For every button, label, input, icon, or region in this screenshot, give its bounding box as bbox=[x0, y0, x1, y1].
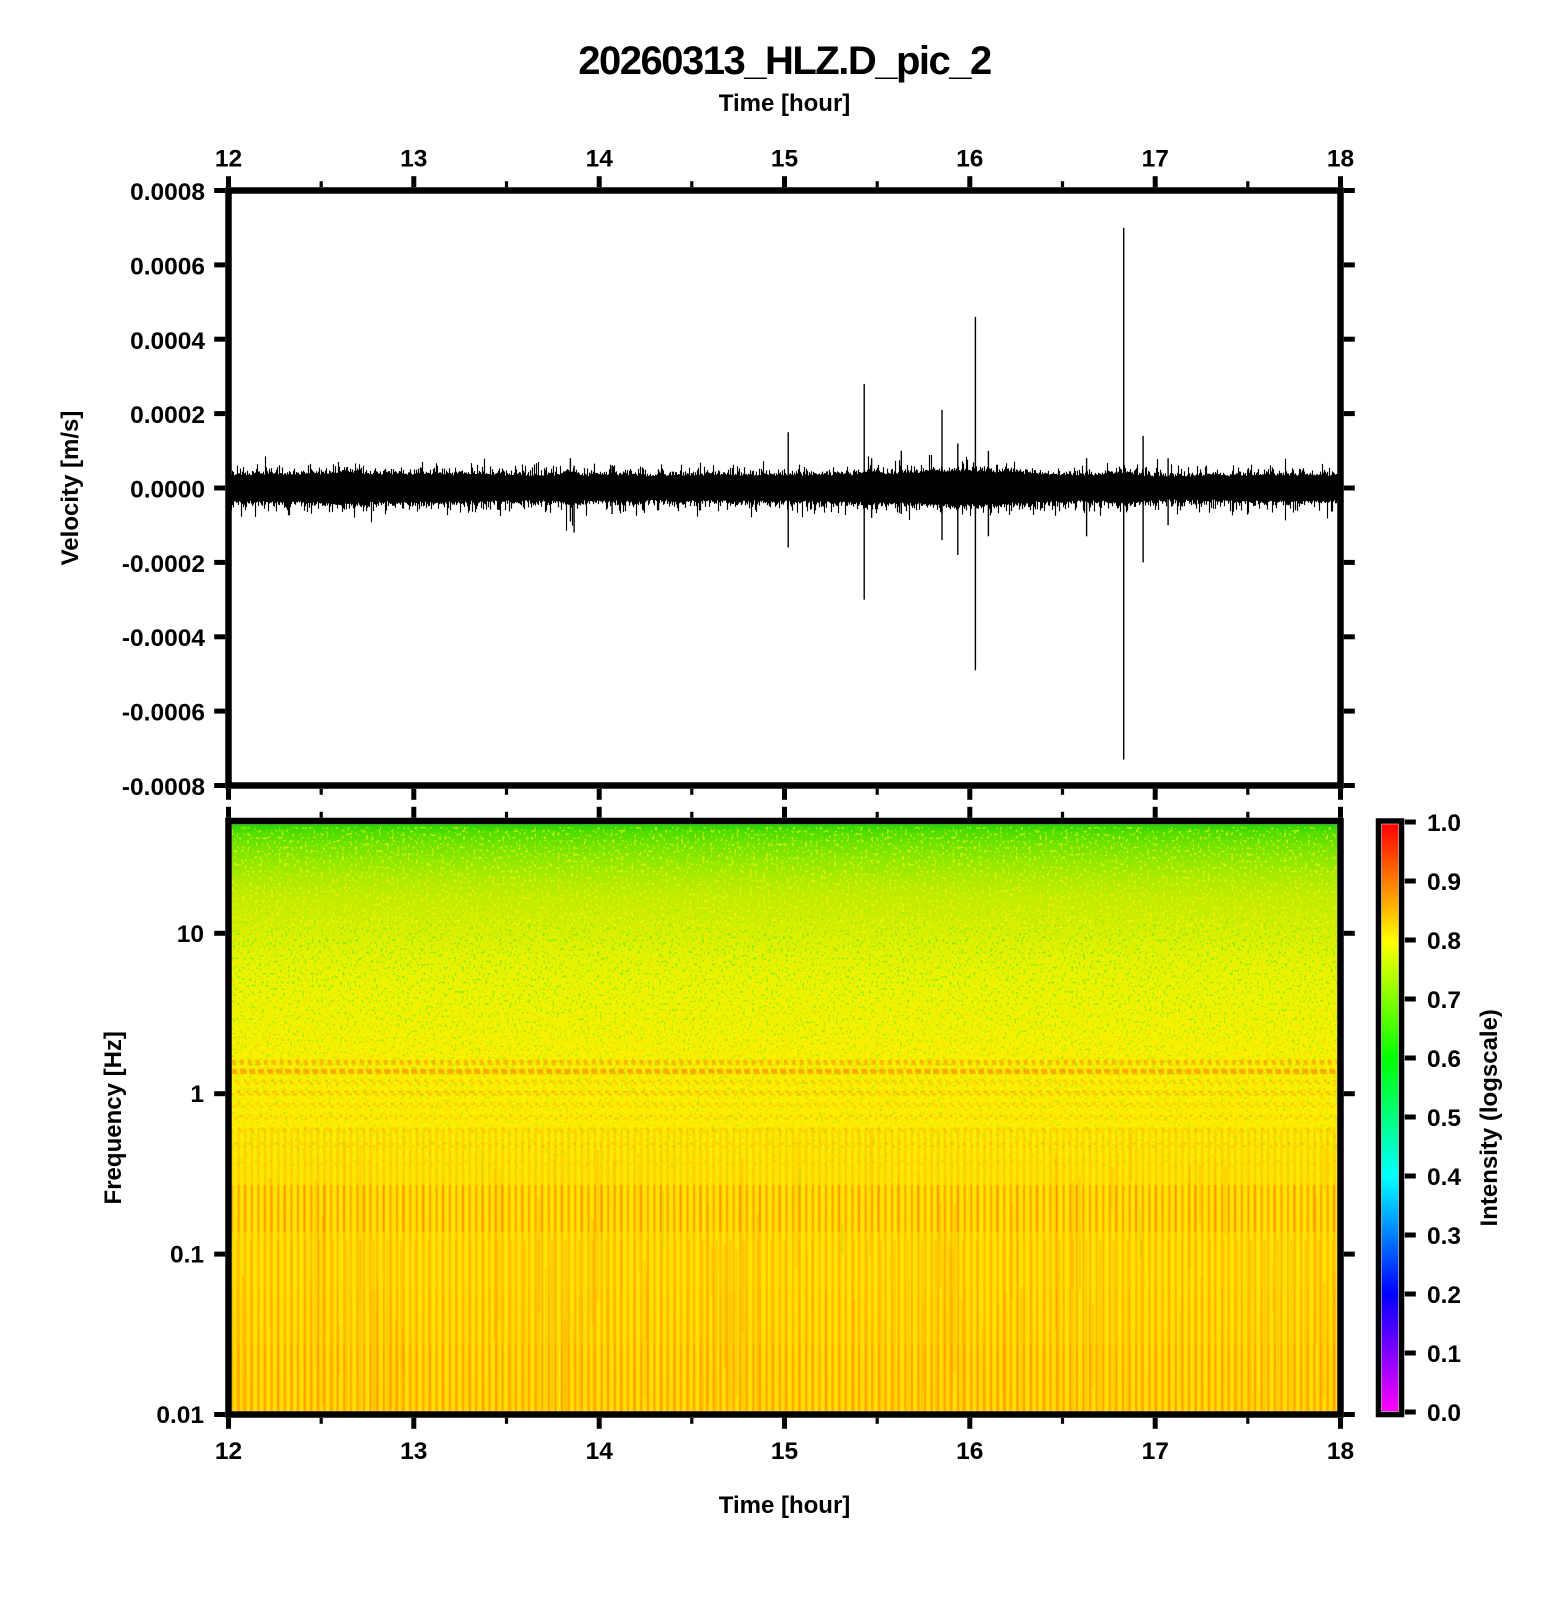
svg-text:13: 13 bbox=[400, 146, 427, 173]
svg-text:10: 10 bbox=[177, 921, 204, 948]
svg-text:0.5: 0.5 bbox=[1427, 1105, 1461, 1132]
svg-text:17: 17 bbox=[1142, 146, 1169, 173]
svg-text:12: 12 bbox=[215, 1438, 242, 1465]
svg-text:0.9: 0.9 bbox=[1427, 869, 1461, 896]
svg-text:0.6: 0.6 bbox=[1427, 1046, 1461, 1073]
svg-text:Time [hour]: Time [hour] bbox=[719, 1492, 851, 1519]
svg-text:-0.0008: -0.0008 bbox=[122, 774, 205, 801]
svg-text:16: 16 bbox=[956, 1438, 983, 1465]
svg-text:12: 12 bbox=[215, 146, 242, 173]
svg-text:0.1: 0.1 bbox=[1427, 1341, 1461, 1368]
svg-text:1: 1 bbox=[190, 1081, 204, 1108]
svg-text:17: 17 bbox=[1142, 1438, 1169, 1465]
svg-text:0.0002: 0.0002 bbox=[130, 402, 205, 429]
svg-text:14: 14 bbox=[586, 146, 614, 173]
svg-text:18: 18 bbox=[1327, 1438, 1354, 1465]
svg-text:1.0: 1.0 bbox=[1427, 810, 1461, 837]
svg-text:15: 15 bbox=[771, 1438, 798, 1465]
svg-text:15: 15 bbox=[771, 146, 798, 173]
svg-text:0.01: 0.01 bbox=[156, 1402, 204, 1429]
svg-text:-0.0006: -0.0006 bbox=[122, 700, 205, 727]
svg-text:-0.0004: -0.0004 bbox=[122, 625, 205, 652]
svg-text:18: 18 bbox=[1327, 146, 1354, 173]
svg-text:Frequency [Hz]: Frequency [Hz] bbox=[100, 1031, 127, 1204]
svg-text:Intensity (logscale): Intensity (logscale) bbox=[1476, 1009, 1503, 1226]
svg-text:14: 14 bbox=[586, 1438, 614, 1465]
svg-text:Velocity [m/s]: Velocity [m/s] bbox=[57, 411, 84, 566]
svg-text:0.0006: 0.0006 bbox=[130, 253, 205, 280]
svg-text:0.0004: 0.0004 bbox=[130, 328, 205, 355]
svg-text:0.0: 0.0 bbox=[1427, 1400, 1461, 1427]
svg-text:0.3: 0.3 bbox=[1427, 1223, 1461, 1250]
svg-text:0.8: 0.8 bbox=[1427, 928, 1461, 955]
svg-text:20260313_HLZ.D_pic_2: 20260313_HLZ.D_pic_2 bbox=[578, 39, 991, 83]
svg-text:0.1: 0.1 bbox=[170, 1242, 204, 1269]
svg-text:0.0000: 0.0000 bbox=[130, 477, 205, 504]
svg-text:0.4: 0.4 bbox=[1427, 1164, 1461, 1191]
svg-text:0.2: 0.2 bbox=[1427, 1282, 1461, 1309]
svg-text:Time [hour]: Time [hour] bbox=[719, 90, 851, 117]
svg-text:0.7: 0.7 bbox=[1427, 987, 1461, 1014]
svg-text:-0.0002: -0.0002 bbox=[122, 551, 205, 578]
svg-text:16: 16 bbox=[956, 146, 983, 173]
svg-text:0.0008: 0.0008 bbox=[130, 179, 205, 206]
svg-text:13: 13 bbox=[400, 1438, 427, 1465]
